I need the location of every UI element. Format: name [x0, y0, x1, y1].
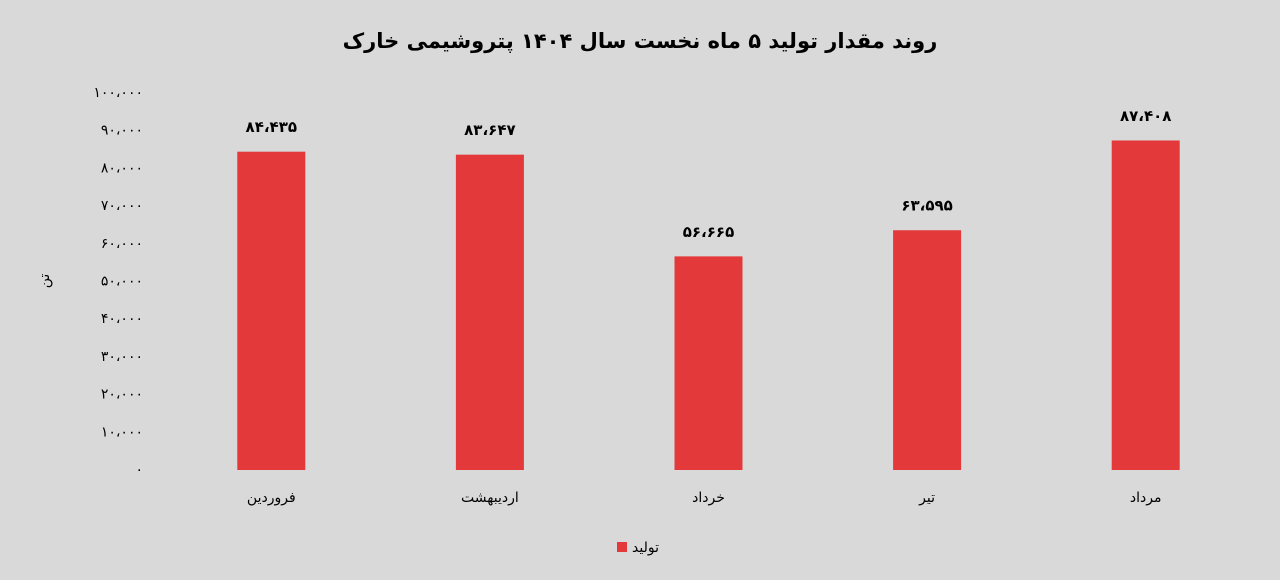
data-label: ۵۶،۶۶۵ [683, 223, 734, 241]
y-tick-label: ۳۰،۰۰۰ [101, 349, 143, 365]
legend-label: تولید [632, 540, 659, 556]
y-tick-label: ۱۰،۰۰۰ [101, 424, 143, 440]
bar [1111, 140, 1180, 470]
chart-title: روند مقدار تولید ۵ ماه نخست سال ۱۴۰۴ پتر… [343, 29, 938, 53]
y-tick-label: ۲۰،۰۰۰ [101, 387, 143, 403]
data-label: ۸۳،۶۴۷ [464, 121, 515, 139]
x-tick-label: خرداد [692, 490, 725, 506]
data-label: ۸۷،۴۰۸ [1120, 107, 1171, 125]
bar [455, 154, 524, 470]
y-tick-label: ۸۰،۰۰۰ [101, 160, 143, 176]
y-tick-label: ۶۰،۰۰۰ [101, 236, 143, 252]
y-tick-label: ۱۰۰،۰۰۰ [93, 85, 143, 101]
x-tick-label: تیر [918, 490, 935, 506]
y-tick-label: ۷۰،۰۰۰ [101, 198, 143, 214]
y-tick-label: ۰ [135, 462, 143, 478]
bar [237, 151, 306, 470]
y-tick-label: ۹۰،۰۰۰ [101, 123, 143, 139]
y-tick-label: ۵۰،۰۰۰ [101, 274, 143, 290]
x-tick-label: فروردین [247, 490, 296, 506]
x-tick-label: اردیبهشت [461, 490, 519, 506]
x-tick-label: مرداد [1130, 490, 1162, 506]
data-label: ۸۴،۴۳۵ [246, 118, 297, 136]
y-tick-label: ۴۰،۰۰۰ [101, 311, 143, 327]
bar [674, 256, 743, 470]
bar [893, 230, 962, 470]
legend-swatch [617, 542, 627, 552]
y-axis-label: تن [37, 274, 53, 289]
data-label: ۶۳،۵۹۵ [901, 197, 952, 215]
